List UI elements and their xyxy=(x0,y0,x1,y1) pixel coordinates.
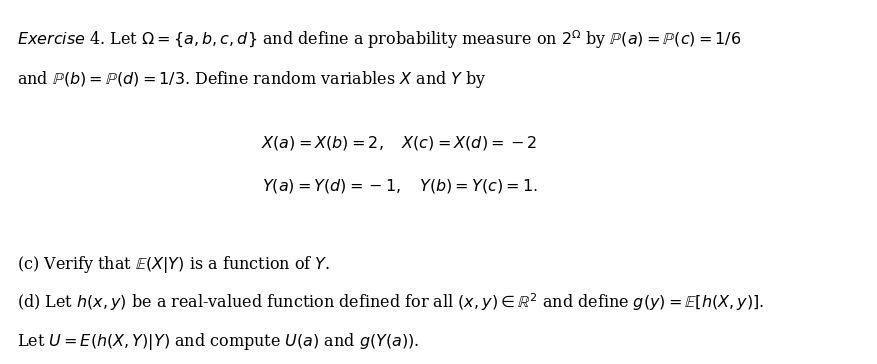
Text: (d) Let $h(x, y)$ be a real-valued function defined for all $(x, y) \in \mathbb{: (d) Let $h(x, y)$ be a real-valued funct… xyxy=(17,291,764,313)
Text: $X(a) = X(b) = 2, \quad X(c) = X(d) = -2$: $X(a) = X(b) = 2, \quad X(c) = X(d) = -2… xyxy=(261,134,537,152)
Text: and $\mathbb{P}(b) = \mathbb{P}(d) = 1/3$. Define random variables $X$ and $Y$ b: and $\mathbb{P}(b) = \mathbb{P}(d) = 1/3… xyxy=(17,69,486,90)
Text: Let $U = E(h(X,Y)|Y)$ and compute $U(a)$ and $g(Y(a))$.: Let $U = E(h(X,Y)|Y)$ and compute $U(a)$… xyxy=(17,331,419,352)
Text: $\mathit{Exercise}$ 4. Let $\Omega = \{a, b, c, d\}$ and define a probability me: $\mathit{Exercise}$ 4. Let $\Omega = \{a… xyxy=(17,28,741,51)
Text: (c) Verify that $\mathbb{E}(X|Y)$ is a function of $Y$.: (c) Verify that $\mathbb{E}(X|Y)$ is a f… xyxy=(17,254,330,275)
Text: $Y(a) = Y(d) = -1, \quad Y(b) = Y(c) = 1.$: $Y(a) = Y(d) = -1, \quad Y(b) = Y(c) = 1… xyxy=(261,177,537,195)
